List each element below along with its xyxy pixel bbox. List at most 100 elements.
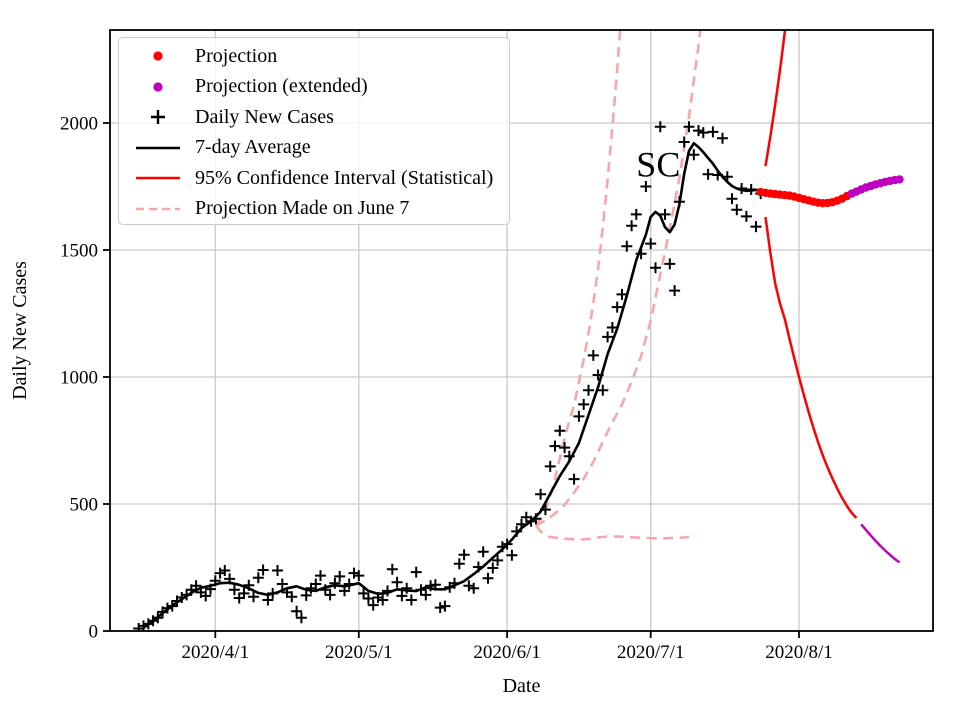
legend-label-confidence-interval: 95% Confidence Interval (Statistical): [195, 166, 494, 189]
x-tick-label: 2020/6/1: [473, 642, 541, 663]
daily-case-marker: [664, 258, 676, 270]
red-line-marker-icon: [136, 176, 180, 180]
series-layer: [133, 30, 904, 631]
daily-case-marker: [205, 583, 216, 595]
daily-case-marker: [339, 585, 350, 597]
daily-case-marker: [592, 369, 604, 381]
daily-case-marker: [238, 587, 250, 599]
daily-case-marker: [654, 121, 666, 133]
daily-case-marker: [712, 169, 724, 181]
daily-case-marker: [257, 564, 269, 576]
daily-case-marker: [415, 584, 427, 596]
daily-case-marker: [200, 590, 212, 602]
daily-case-marker: [133, 623, 145, 631]
daily-case-marker: [516, 518, 527, 530]
daily-case-marker: [219, 565, 231, 576]
series-june7-projection-lower: [534, 524, 690, 541]
daily-case-marker: [362, 593, 374, 604]
daily-case-marker: [530, 513, 542, 525]
daily-case-marker: [549, 440, 561, 452]
daily-case-marker: [726, 193, 738, 205]
daily-case-marker: [568, 473, 580, 485]
daily-case-marker: [750, 221, 762, 233]
daily-case-marker: [635, 248, 647, 260]
legend-label-daily-new-cases: Daily New Cases: [195, 105, 334, 128]
daily-case-marker: [420, 589, 432, 601]
x-axis-label: Date: [503, 675, 541, 697]
magenta-dot-marker-icon: [153, 82, 163, 92]
daily-case-marker: [678, 136, 690, 148]
daily-case-marker: [477, 546, 489, 558]
state-annotation: SC: [636, 144, 680, 184]
legend-item-7day-average: 7-day Average: [133, 133, 509, 163]
daily-case-marker: [324, 589, 336, 601]
daily-case-marker: [276, 578, 288, 590]
legend-label-projection-extended: Projection (extended): [195, 75, 368, 98]
daily-case-marker: [214, 567, 226, 579]
daily-case-marker: [554, 425, 566, 437]
daily-case-marker: [669, 285, 681, 297]
legend-item-projection: Projection: [133, 41, 509, 71]
daily-case-marker: [468, 582, 480, 594]
daily-case-marker: [626, 220, 638, 232]
daily-case-marker: [640, 181, 652, 192]
daily-case-marker: [329, 577, 341, 589]
daily-case-marker: [544, 460, 556, 472]
daily-case-marker: [597, 384, 609, 396]
series-ci-lower: [764, 216, 858, 519]
daily-case-marker: [511, 525, 523, 537]
daily-case-marker: [243, 579, 255, 591]
daily-case-marker: [386, 563, 398, 575]
axis-ticks: 2020/4/1 2020/5/1 2020/6/1 2020/7/1 2020/8/1…: [60, 114, 833, 664]
daily-case-marker: [248, 591, 259, 603]
daily-case-marker: [343, 578, 355, 590]
daily-case-marker: [683, 121, 695, 133]
daily-case-marker: [262, 594, 274, 606]
series-projection: [756, 187, 852, 208]
daily-case-marker: [621, 240, 633, 252]
daily-case-marker: [228, 584, 240, 596]
daily-case-marker: [319, 584, 331, 596]
red-dot-marker-icon: [153, 51, 163, 61]
series-june7-projection-upper: [534, 30, 622, 527]
daily-case-marker: [348, 567, 360, 579]
daily-case-marker: [429, 579, 441, 591]
daily-case-marker: [587, 349, 599, 361]
y-axis-label: Daily New Cases: [9, 261, 31, 400]
daily-case-marker: [190, 580, 202, 592]
daily-case-marker: [740, 210, 752, 222]
daily-case-marker: [138, 620, 149, 631]
daily-case-marker: [606, 322, 618, 333]
daily-case-marker: [731, 204, 743, 216]
x-tick-label: 2020/8/1: [765, 642, 833, 663]
daily-case-marker: [176, 592, 188, 603]
daily-case-marker: [181, 589, 193, 601]
legend: Projection Projection (extended) Daily N…: [118, 37, 510, 225]
daily-case-marker: [496, 541, 508, 553]
legend-label-june7-projection: Projection Made on June 7: [195, 197, 410, 220]
daily-case-marker: [463, 580, 475, 592]
legend-item-confidence-interval: 95% Confidence Interval (Statistical): [133, 163, 509, 193]
legend-item-june7-projection: Projection Made on June 7: [133, 194, 509, 224]
daily-case-marker: [410, 566, 422, 578]
daily-case-marker: [573, 410, 585, 422]
daily-case-marker: [630, 208, 642, 220]
daily-case-marker: [291, 605, 303, 617]
daily-case-marker: [161, 602, 173, 614]
y-tick-label: 500: [70, 495, 99, 516]
daily-case-marker: [539, 504, 551, 516]
daily-case-marker: [315, 570, 326, 582]
daily-case-marker: [401, 582, 413, 594]
daily-case-marker: [492, 554, 504, 566]
y-tick-label: 1000: [60, 368, 98, 389]
daily-case-marker: [453, 558, 465, 570]
daily-case-marker: [439, 600, 451, 612]
legend-item-projection-extended: Projection (extended): [133, 72, 509, 102]
daily-case-marker: [602, 331, 614, 343]
daily-case-marker: [372, 592, 384, 603]
daily-case-marker: [535, 488, 547, 500]
projection-dot: [895, 175, 904, 184]
y-tick-label: 0: [89, 622, 99, 643]
daily-case-marker: [396, 590, 408, 602]
